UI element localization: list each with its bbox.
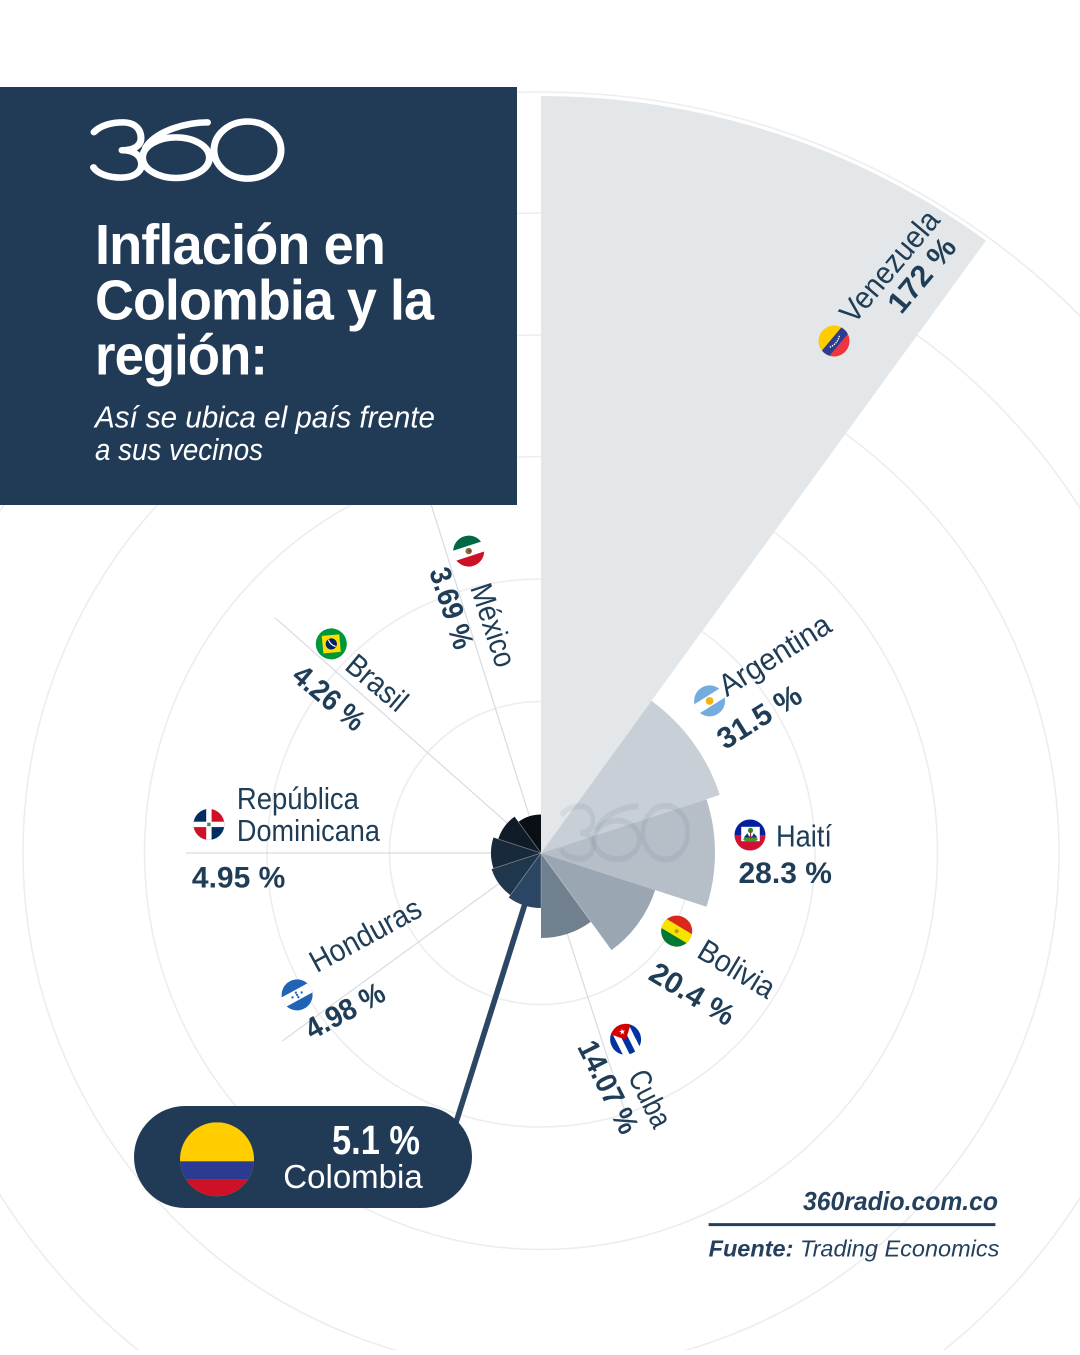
- svg-text:Fuente: Trading Economics: Fuente: Trading Economics: [709, 1235, 1000, 1261]
- svg-text:4.95 %: 4.95 %: [192, 861, 285, 894]
- svg-text:360radio.com.co: 360radio.com.co: [803, 1186, 998, 1216]
- svg-text:Colombia: Colombia: [283, 1158, 423, 1195]
- svg-text:28.3 %: 28.3 %: [739, 857, 832, 890]
- svg-text:Inflación en: Inflación en: [95, 213, 385, 277]
- svg-text:Así se ubica el país frente: Así se ubica el país frente: [93, 400, 435, 435]
- svg-text:Dominicana: Dominicana: [237, 813, 381, 848]
- svg-text:5.1 %: 5.1 %: [332, 1117, 420, 1163]
- svg-text:a sus vecinos: a sus vecinos: [95, 432, 263, 467]
- svg-text:República: República: [237, 781, 360, 816]
- svg-text:Colombia y la: Colombia y la: [95, 269, 435, 333]
- svg-text:Haití: Haití: [776, 819, 832, 854]
- svg-text:región:: región:: [95, 324, 267, 388]
